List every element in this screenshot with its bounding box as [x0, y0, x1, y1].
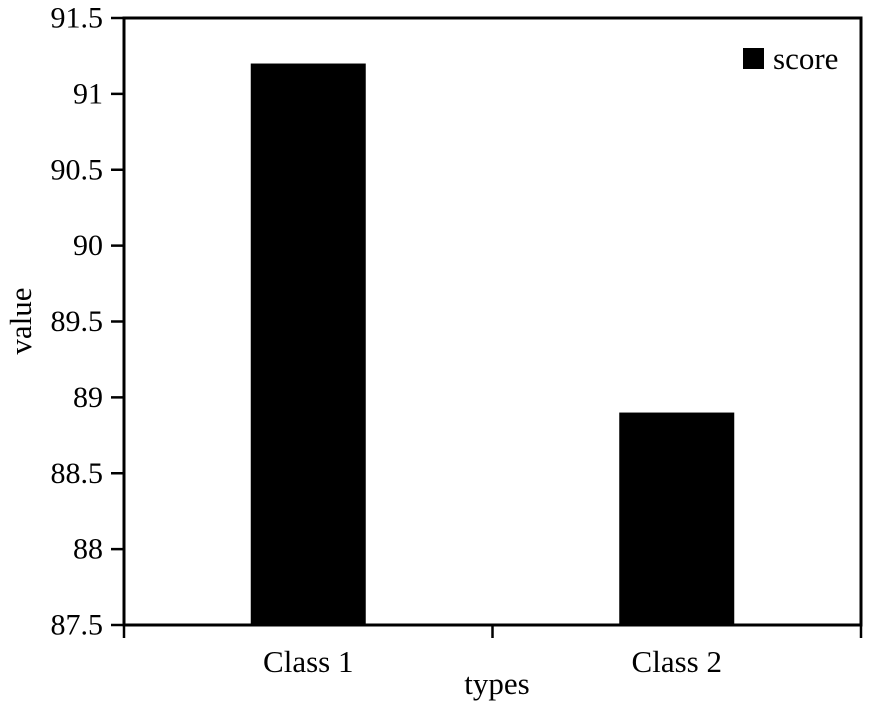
y-tick-label: 88: [73, 533, 103, 566]
y-tick-label: 91: [73, 77, 103, 110]
y-tick-label: 88.5: [51, 457, 104, 490]
bar-class-2: [619, 412, 735, 625]
y-tick-label: 89: [73, 381, 103, 414]
x-category-label: Class 1: [263, 644, 354, 679]
bar-class-1: [250, 63, 366, 625]
legend-label: score: [773, 41, 839, 76]
legend-swatch-icon: [743, 48, 764, 69]
x-category-label: Class 2: [631, 644, 722, 679]
y-axis-title: value: [3, 287, 38, 355]
y-tick-label: 91.5: [51, 2, 104, 35]
x-axis-title: types: [464, 666, 530, 701]
y-tick-label: 89.5: [51, 305, 104, 338]
legend: score: [743, 43, 838, 74]
plot-border: [122, 16, 863, 627]
y-tick-label: 87.5: [51, 609, 104, 642]
y-tick-label: 90: [73, 229, 103, 262]
y-tick-label: 90.5: [51, 153, 104, 186]
